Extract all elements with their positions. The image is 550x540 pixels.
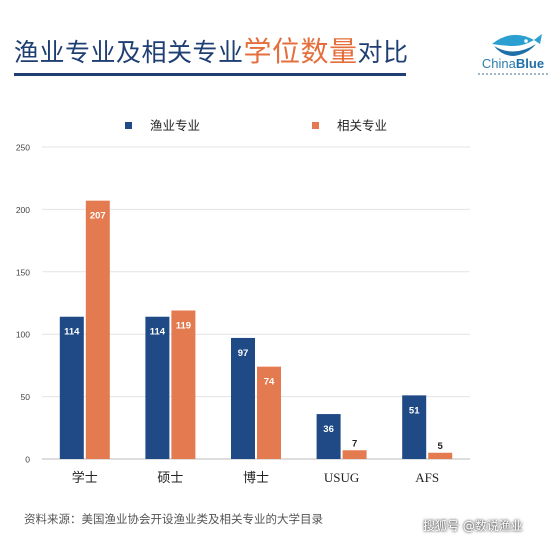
x-tick-label: 学士 xyxy=(72,470,98,486)
data-label: 207 xyxy=(90,211,106,222)
x-tick-label: 硕士 xyxy=(157,471,183,486)
bar xyxy=(231,337,255,459)
bar xyxy=(316,414,341,459)
x-tick-label: AFS xyxy=(415,470,439,485)
title-underline xyxy=(14,73,406,76)
y-tick-label: 50 xyxy=(21,392,31,402)
page-title: 渔业专业及相关专业学位数量对比 xyxy=(14,30,409,70)
watermark: 搜狐号 @数说渔业 xyxy=(423,519,523,533)
logo-text: ChinaBlue xyxy=(476,56,550,71)
bar xyxy=(257,366,281,459)
bar-chart: 0 50 100 150 200 250 114 207 学士 114 119 硕士 97 74 博士 36 7… xyxy=(16,118,470,486)
x-tick-label: 博士 xyxy=(243,471,269,486)
logo-text-light: China xyxy=(481,56,516,71)
data-label: 36 xyxy=(323,424,334,435)
bar xyxy=(402,395,427,459)
data-label: 5 xyxy=(438,441,444,452)
data-label: 114 xyxy=(150,327,166,338)
logo-tagline xyxy=(478,73,548,75)
y-tick-label: 100 xyxy=(16,330,30,340)
legend-label: 渔业专业 xyxy=(150,118,200,133)
bar xyxy=(171,310,196,459)
bar xyxy=(59,316,84,459)
bar xyxy=(145,316,170,459)
logo-text-bold: Blue xyxy=(515,56,545,71)
source-note: 资料来源：美国渔业协会开设渔业类及相关专业的大学目录 xyxy=(24,512,323,526)
data-label: 97 xyxy=(238,348,249,359)
bar xyxy=(342,450,367,459)
bar xyxy=(428,452,453,459)
y-tick-label: 200 xyxy=(16,205,30,215)
title-part-1: 渔业专业及相关专业 xyxy=(14,38,244,67)
legend-swatch xyxy=(125,122,132,129)
bar xyxy=(85,200,110,459)
fish-icon xyxy=(492,34,542,56)
y-tick-label: 250 xyxy=(16,143,30,153)
legend-label: 相关专业 xyxy=(337,118,387,133)
data-label: 74 xyxy=(264,377,275,388)
data-label: 7 xyxy=(352,438,357,449)
legend-swatch xyxy=(312,122,319,129)
data-label: 51 xyxy=(409,405,420,416)
title-part-2: 对比 xyxy=(357,38,409,67)
title-highlight: 学位数量 xyxy=(243,35,358,68)
data-label: 114 xyxy=(64,327,80,338)
x-tick-label: USUG xyxy=(324,470,359,485)
data-label: 119 xyxy=(176,320,191,331)
y-tick-label: 150 xyxy=(16,267,30,277)
y-tick-label: 0 xyxy=(25,455,30,465)
